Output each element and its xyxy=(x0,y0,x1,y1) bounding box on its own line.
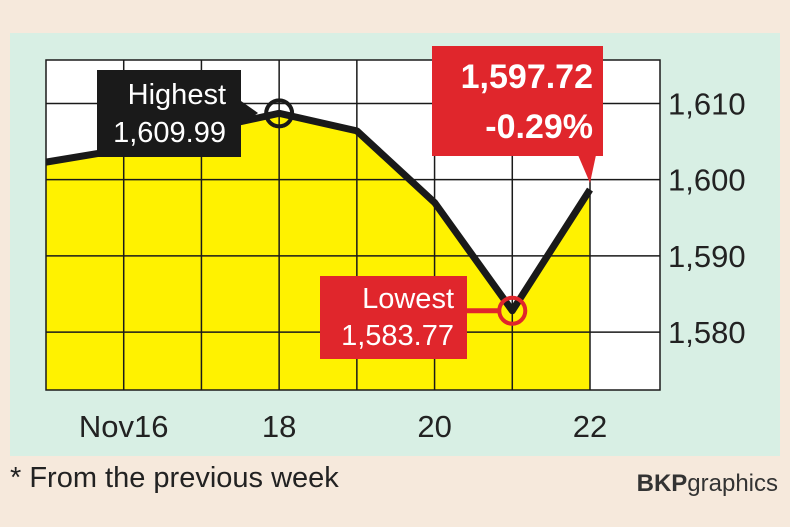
x-tick-label: 18 xyxy=(262,409,296,444)
latest-label-box xyxy=(432,46,603,156)
x-tick-label: Nov16 xyxy=(79,409,169,444)
highest-label-value: 1,609.99 xyxy=(113,117,226,149)
highest-label-pointer xyxy=(241,101,258,125)
latest-label-pointer xyxy=(578,155,596,183)
credit: BKPgraphics xyxy=(637,470,778,498)
credit-brand: BKP xyxy=(636,470,688,497)
lowest-marker xyxy=(497,295,528,326)
highest-label-title: Highest xyxy=(128,79,226,111)
lowest-label-box xyxy=(320,276,467,359)
footnote: * From the previous week xyxy=(10,462,339,494)
y-tick-label: 1,590 xyxy=(668,239,746,274)
latest-label-change: -0.29% xyxy=(485,108,593,146)
x-tick-label: 22 xyxy=(573,409,607,444)
credit-suffix: graphics xyxy=(687,470,778,497)
latest-label-value: 1,597.72 xyxy=(461,58,593,96)
y-tick-label: 1,580 xyxy=(668,315,746,350)
x-tick-label: 20 xyxy=(417,409,451,444)
y-tick-label: 1,610 xyxy=(668,86,746,121)
highest-label-box xyxy=(97,70,241,157)
highest-marker xyxy=(264,98,295,129)
lowest-label-title: Lowest xyxy=(362,283,454,315)
y-tick-label: 1,600 xyxy=(668,163,746,198)
plot-border xyxy=(45,59,661,391)
lowest-label-value: 1,583.77 xyxy=(341,320,454,352)
